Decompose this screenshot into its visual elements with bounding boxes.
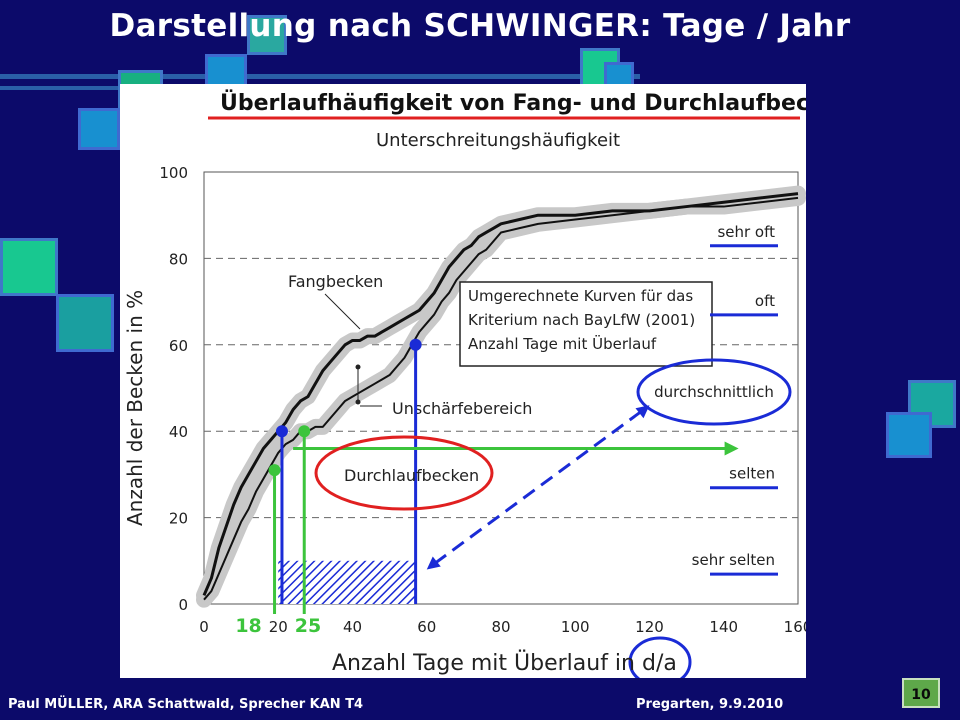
- x-tick-label: 100: [561, 618, 590, 636]
- unschaerfe-dot: [355, 364, 361, 370]
- footer-date: Pregarten, 9.9.2010: [636, 697, 784, 712]
- leader-fangbecken: [324, 293, 361, 330]
- deco-square: [56, 294, 114, 352]
- hatch-region: [278, 560, 416, 604]
- green-x-label: 18: [235, 615, 261, 637]
- legend-box-line: Kriterium nach BayLfW (2001): [468, 311, 695, 329]
- blue-arrow-head-end: [635, 405, 650, 419]
- durchlaufbecken-ellipse: [314, 435, 494, 511]
- green-label-bg: [291, 614, 324, 636]
- chart: Überlaufhäufigkeit von Fang- und Durchla…: [123, 90, 854, 688]
- x-tick-label: 0: [199, 618, 209, 636]
- deco-square: [908, 380, 956, 428]
- deco-line-top2: [0, 86, 200, 90]
- unschaerfe-dot: [355, 399, 361, 405]
- green-arrow-head: [724, 441, 739, 456]
- blue-arrow-head-start: [426, 556, 441, 570]
- deco-square: [247, 15, 287, 55]
- series-line-durchlaufbecken: [203, 196, 799, 601]
- blue-dashed-arrow: [433, 410, 643, 565]
- series-line-fangbecken: [202, 192, 799, 596]
- series-label-fangbecken: Fangbecken: [288, 272, 383, 291]
- deco-line-top: [0, 74, 640, 79]
- green-label-bg: [232, 614, 265, 636]
- annotations: Fangbecken Unschärfebereich Umgerechnete K…: [232, 223, 792, 688]
- category-label: sehr selten: [692, 551, 775, 569]
- y-tick-label: 0: [178, 596, 188, 614]
- x-tick-label: 20: [269, 618, 288, 636]
- legend-box: [459, 281, 713, 367]
- unschaerfe-label: Unschärfebereich: [392, 399, 532, 418]
- category-label: selten: [729, 465, 775, 483]
- green-x-label: 25: [295, 615, 321, 637]
- chart-title: Überlaufhäufigkeit von Fang- und Durchla…: [220, 90, 806, 116]
- blue-point: [275, 425, 288, 438]
- y-axis-label: Anzahl der Becken in %: [123, 290, 147, 526]
- green-point: [298, 425, 311, 438]
- slide-title: Darstellung nach SCHWINGER: Tage / Jahr: [109, 8, 851, 44]
- deco-square: [78, 108, 120, 150]
- x-tick-label: 140: [709, 618, 738, 636]
- x-tick-label: 120: [635, 618, 664, 636]
- chart-subtitle: Unterschreitungshäufigkeit: [376, 130, 620, 151]
- legend-box-line: Anzahl Tage mit Überlauf: [468, 334, 657, 353]
- deco-square: [0, 238, 58, 296]
- blue-point: [409, 338, 422, 351]
- category-ellipse: [636, 358, 792, 426]
- y-tick-label: 80: [169, 250, 188, 268]
- category-label: sehr oft: [717, 223, 775, 241]
- footer-author: Paul MÜLLER, ARA Schattwald, Sprecher KA…: [8, 697, 364, 712]
- category-label: oft: [755, 292, 775, 310]
- x-tick-label: 80: [491, 618, 510, 636]
- y-tick-label: 20: [169, 510, 188, 528]
- category-label: durchschnittlich: [654, 383, 774, 401]
- y-tick-label: 100: [159, 164, 188, 182]
- x-tick-label: 60: [417, 618, 436, 636]
- series-label-durchlaufbecken: Durchlaufbecken: [344, 466, 479, 485]
- x-tick-label: 160: [784, 618, 806, 636]
- legend-box-line: Umgerechnete Kurven für das: [468, 287, 693, 305]
- page-number: 10: [902, 678, 940, 708]
- plot-frame: [203, 171, 799, 605]
- green-point: [268, 464, 281, 477]
- x-tick-label: 40: [343, 618, 362, 636]
- deco-square: [886, 412, 932, 458]
- y-tick-label: 40: [169, 423, 188, 441]
- chart-panel: Überlaufhäufigkeit von Fang- und Durchla…: [120, 84, 854, 688]
- x-axis-label: Anzahl Tage mit Überlauf in d/a: [332, 650, 677, 676]
- y-tick-label: 60: [169, 337, 188, 355]
